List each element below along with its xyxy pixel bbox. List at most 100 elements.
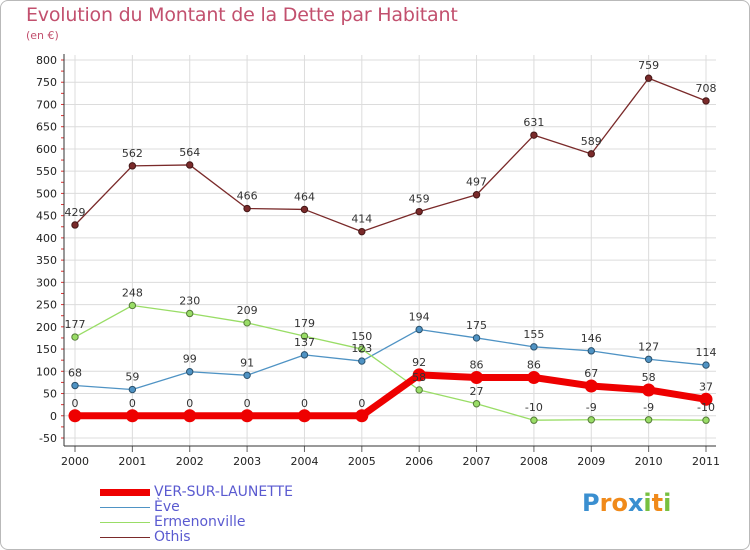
data-label: 27 bbox=[470, 385, 484, 398]
y-tick-label: 50 bbox=[43, 388, 57, 401]
data-point bbox=[300, 351, 309, 359]
logo-letter: r bbox=[599, 489, 612, 517]
data-point bbox=[240, 409, 254, 423]
y-tick-label: 800 bbox=[36, 54, 57, 67]
data-point bbox=[412, 368, 426, 382]
series-line-2 bbox=[74, 304, 707, 421]
x-tick-label: 2011 bbox=[692, 455, 720, 468]
data-point bbox=[415, 325, 423, 334]
y-tick-label: 200 bbox=[36, 321, 57, 334]
data-point bbox=[530, 343, 538, 351]
data-label: 759 bbox=[638, 59, 659, 72]
legend-swatch bbox=[100, 522, 150, 523]
data-label: 137 bbox=[294, 336, 315, 349]
data-label: 0 bbox=[72, 397, 79, 410]
data-label: 59 bbox=[125, 371, 139, 384]
data-label: 123 bbox=[351, 342, 372, 355]
data-label: 708 bbox=[696, 82, 717, 95]
data-label: 91 bbox=[240, 356, 254, 369]
data-label: -10 bbox=[697, 401, 715, 414]
data-label: 562 bbox=[122, 147, 143, 160]
y-tick-label: 750 bbox=[36, 76, 57, 89]
legend-label: Ermenonville bbox=[154, 514, 246, 530]
y-tick-label: 300 bbox=[36, 276, 57, 289]
y-tick-label: 550 bbox=[36, 165, 57, 178]
data-point bbox=[128, 162, 137, 170]
data-point bbox=[243, 204, 251, 213]
data-point bbox=[415, 207, 423, 216]
data-point bbox=[642, 383, 656, 397]
data-label: 86 bbox=[527, 359, 541, 372]
data-point bbox=[702, 97, 710, 105]
data-point bbox=[470, 371, 484, 385]
y-tick-label: 350 bbox=[36, 254, 57, 267]
data-label: 67 bbox=[584, 367, 598, 380]
y-tick-label: 100 bbox=[36, 365, 57, 378]
data-label: 194 bbox=[409, 310, 430, 323]
data-label: 99 bbox=[183, 353, 197, 366]
data-point bbox=[358, 345, 366, 353]
data-point bbox=[702, 361, 710, 369]
data-point bbox=[243, 371, 251, 379]
legend-label: Othis bbox=[154, 529, 191, 545]
logo-letter: i bbox=[663, 489, 672, 517]
data-point bbox=[358, 227, 366, 236]
data-point bbox=[702, 416, 710, 424]
y-tick-label: 500 bbox=[36, 187, 57, 200]
data-point bbox=[71, 381, 79, 390]
x-tick-label: 2006 bbox=[405, 455, 433, 468]
data-point bbox=[699, 392, 713, 406]
data-label: -9 bbox=[643, 401, 654, 414]
data-label: 497 bbox=[466, 176, 487, 189]
y-tick-label: 0 bbox=[50, 410, 57, 423]
data-label: -10 bbox=[525, 401, 543, 414]
data-label: 114 bbox=[696, 346, 717, 359]
data-label: 127 bbox=[638, 340, 659, 353]
x-tick-label: 2002 bbox=[176, 455, 204, 468]
data-point bbox=[527, 371, 541, 385]
data-label: 0 bbox=[301, 397, 308, 410]
x-tick-label: 2004 bbox=[290, 455, 318, 468]
data-label: 150 bbox=[351, 330, 372, 343]
data-label: 68 bbox=[68, 367, 82, 380]
data-point bbox=[644, 74, 653, 82]
data-point bbox=[472, 191, 481, 199]
data-point bbox=[186, 368, 194, 376]
data-point bbox=[183, 409, 197, 423]
y-tick-label: 150 bbox=[36, 343, 57, 356]
data-label: 230 bbox=[179, 294, 200, 307]
data-label: 37 bbox=[699, 380, 713, 393]
logo-letter: P bbox=[582, 489, 600, 517]
series-line-0 bbox=[71, 371, 710, 420]
data-point bbox=[297, 409, 311, 423]
logo-letter: x bbox=[627, 489, 644, 517]
data-label: 58 bbox=[412, 371, 426, 384]
data-point bbox=[587, 416, 595, 424]
data-label: 175 bbox=[466, 319, 487, 332]
legend-swatch bbox=[100, 537, 150, 538]
x-tick-label: 2000 bbox=[61, 455, 89, 468]
data-point bbox=[644, 355, 653, 363]
data-label: 58 bbox=[642, 371, 656, 384]
data-label: 0 bbox=[358, 397, 365, 410]
data-label: 0 bbox=[244, 397, 251, 410]
chart-title: Evolution du Montant de la Dette par Hab… bbox=[26, 4, 458, 26]
data-label: -9 bbox=[586, 401, 597, 414]
x-tick-label: 2005 bbox=[348, 455, 376, 468]
logo-letter: o bbox=[611, 489, 628, 517]
data-label: 146 bbox=[581, 332, 602, 345]
data-point bbox=[186, 309, 194, 318]
data-point bbox=[530, 416, 538, 424]
data-point bbox=[71, 333, 79, 341]
x-tick-label: 2007 bbox=[463, 455, 491, 468]
chart-subtitle: (en €) bbox=[26, 29, 59, 42]
legend-swatch bbox=[100, 489, 150, 496]
data-label: 209 bbox=[237, 304, 258, 317]
logo-letter: t bbox=[651, 489, 664, 517]
legend-label: VER-SUR-LAUNETTE bbox=[154, 484, 293, 500]
x-tick-label: 2008 bbox=[520, 455, 548, 468]
data-label: 0 bbox=[129, 397, 136, 410]
data-point bbox=[128, 385, 137, 394]
data-point bbox=[128, 301, 137, 310]
